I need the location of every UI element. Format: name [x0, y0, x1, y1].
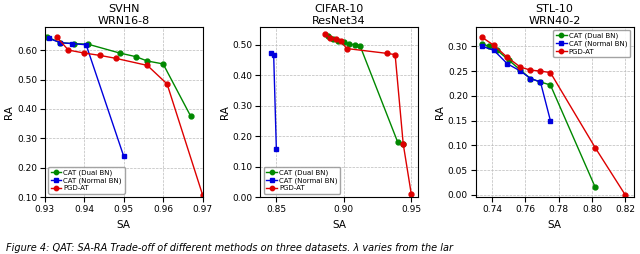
PGD-AT: [326, 36, 334, 39]
CAT (Normal BN): [503, 62, 511, 65]
CAT (Dual BN): [479, 42, 486, 45]
CAT (Dual BN): [57, 41, 65, 44]
Line: CAT (Dual BN): CAT (Dual BN): [325, 33, 406, 146]
PGD-AT: [337, 40, 345, 43]
CAT (Normal BN): [68, 42, 76, 45]
CAT (Normal BN): [267, 51, 275, 54]
CAT (Dual BN): [493, 49, 501, 52]
CAT (Normal BN): [57, 41, 65, 44]
CAT (Dual BN): [485, 45, 493, 48]
Legend: CAT (Dual BN), CAT (Normal BN), PGD-AT: CAT (Dual BN), CAT (Normal BN), PGD-AT: [554, 30, 630, 57]
Text: Figure 4: QAT: SA-RA Trade-off of different methods on three datasets. λ varies : Figure 4: QAT: SA-RA Trade-off of differ…: [6, 244, 453, 253]
CAT (Dual BN): [143, 59, 151, 62]
PGD-AT: [391, 53, 399, 56]
Title: STL-10
WRN40-2: STL-10 WRN40-2: [529, 4, 580, 26]
Legend: CAT (Dual BN), CAT (Normal BN), PGD-AT: CAT (Dual BN), CAT (Normal BN), PGD-AT: [48, 167, 125, 194]
PGD-AT: [408, 193, 415, 196]
PGD-AT: [143, 64, 151, 67]
PGD-AT: [332, 38, 340, 41]
PGD-AT: [399, 142, 407, 146]
PGD-AT: [516, 66, 524, 69]
CAT (Dual BN): [399, 142, 407, 146]
Line: PGD-AT: PGD-AT: [323, 32, 413, 197]
PGD-AT: [321, 33, 329, 36]
Legend: CAT (Dual BN), CAT (Normal BN), PGD-AT: CAT (Dual BN), CAT (Normal BN), PGD-AT: [264, 167, 340, 194]
X-axis label: SA: SA: [116, 219, 131, 230]
CAT (Dual BN): [84, 43, 92, 46]
PGD-AT: [527, 69, 534, 72]
Line: PGD-AT: PGD-AT: [54, 35, 205, 197]
CAT (Normal BN): [270, 53, 278, 56]
Y-axis label: RA: RA: [4, 105, 14, 119]
Line: CAT (Dual BN): CAT (Dual BN): [44, 35, 193, 119]
Line: CAT (Normal BN): CAT (Normal BN): [480, 44, 553, 123]
PGD-AT: [342, 47, 350, 50]
CAT (Dual BN): [159, 62, 167, 66]
Title: SVHN
WRN16-8: SVHN WRN16-8: [97, 4, 150, 26]
CAT (Dual BN): [394, 141, 402, 144]
Line: CAT (Normal BN): CAT (Normal BN): [269, 50, 279, 152]
CAT (Normal BN): [273, 148, 280, 151]
PGD-AT: [479, 36, 486, 39]
CAT (Dual BN): [187, 115, 195, 118]
Line: CAT (Dual BN): CAT (Dual BN): [480, 41, 598, 190]
CAT (Normal BN): [83, 43, 90, 46]
CAT (Normal BN): [490, 49, 498, 52]
CAT (Dual BN): [335, 40, 342, 43]
Line: CAT (Normal BN): CAT (Normal BN): [46, 36, 126, 158]
CAT (Normal BN): [479, 45, 486, 48]
PGD-AT: [547, 71, 554, 74]
PGD-AT: [96, 54, 104, 57]
Line: PGD-AT: PGD-AT: [480, 35, 628, 197]
PGD-AT: [112, 57, 120, 60]
PGD-AT: [163, 83, 171, 86]
CAT (Dual BN): [351, 43, 358, 46]
CAT (Normal BN): [536, 81, 544, 84]
Y-axis label: RA: RA: [435, 105, 445, 119]
CAT (Normal BN): [547, 119, 554, 122]
PGD-AT: [591, 146, 599, 149]
CAT (Dual BN): [505, 59, 513, 62]
CAT (Normal BN): [120, 155, 127, 158]
CAT (Dual BN): [527, 77, 534, 80]
Y-axis label: RA: RA: [220, 105, 230, 119]
X-axis label: SA: SA: [332, 219, 346, 230]
CAT (Normal BN): [527, 77, 534, 80]
PGD-AT: [81, 52, 88, 55]
PGD-AT: [536, 70, 544, 73]
CAT (Dual BN): [346, 42, 353, 45]
CAT (Dual BN): [70, 42, 78, 45]
CAT (Dual BN): [591, 186, 599, 189]
CAT (Dual BN): [516, 69, 524, 72]
X-axis label: SA: SA: [548, 219, 561, 230]
PGD-AT: [383, 52, 391, 55]
CAT (Dual BN): [324, 34, 332, 37]
CAT (Dual BN): [536, 81, 544, 84]
CAT (Dual BN): [329, 38, 337, 41]
PGD-AT: [65, 49, 72, 52]
PGD-AT: [52, 35, 60, 38]
PGD-AT: [490, 44, 498, 47]
CAT (Normal BN): [45, 37, 52, 40]
PGD-AT: [503, 56, 511, 59]
Title: CIFAR-10
ResNet34: CIFAR-10 ResNet34: [312, 4, 366, 26]
CAT (Dual BN): [340, 41, 348, 44]
CAT (Normal BN): [516, 70, 524, 73]
CAT (Dual BN): [132, 55, 140, 58]
CAT (Dual BN): [116, 52, 124, 55]
PGD-AT: [199, 194, 207, 197]
CAT (Dual BN): [43, 35, 51, 38]
CAT (Dual BN): [356, 44, 364, 47]
CAT (Dual BN): [547, 83, 554, 86]
PGD-AT: [621, 193, 629, 196]
